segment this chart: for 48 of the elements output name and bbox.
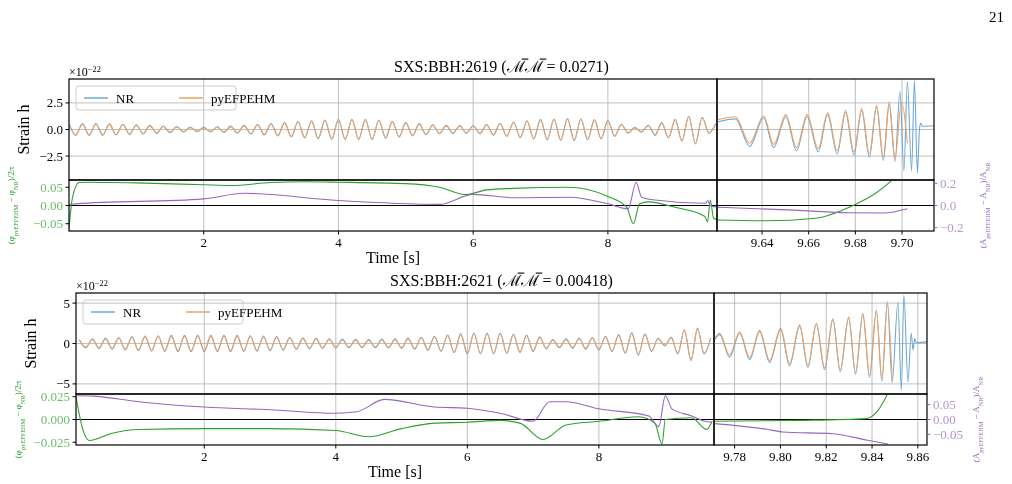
x-tick-label: 4 <box>335 235 343 250</box>
x-tick-label: 6 <box>464 449 472 464</box>
x-tick-label: 8 <box>604 235 612 250</box>
x-tick-label: 6 <box>469 235 477 250</box>
legend-label: pyEFPEHM <box>211 91 276 106</box>
y-tick-label: 0.0 <box>46 122 63 137</box>
chart-title: SXS:BBH:2621 (ℳ̅ℳ̅ = 0.00418) <box>390 272 613 290</box>
y-tick-label: −0.05 <box>32 216 63 232</box>
y-tick-label: −2.5 <box>39 148 63 164</box>
x-tick-label: 9.70 <box>890 235 914 250</box>
legend-label: NR <box>116 91 135 106</box>
x-tick-label: 9.80 <box>769 449 792 464</box>
y2-tick-label: 0.0 <box>940 198 957 213</box>
y-tick-label: 0.025 <box>40 389 70 405</box>
x-tick-label: 4 <box>332 449 340 464</box>
x-tick-label: 9.86 <box>906 449 930 464</box>
y-tick-label: −5 <box>56 376 70 392</box>
y2-tick-label: 0.00 <box>933 412 956 427</box>
text: 21 <box>989 9 1004 25</box>
x-tick-label: 9.84 <box>860 449 884 464</box>
y-tick-label: 2.5 <box>46 95 63 111</box>
y-tick-label: 0.000 <box>40 412 70 427</box>
x-tick-label: 9.82 <box>814 449 838 464</box>
text: ×10$^{−22}$ <box>76 278 108 293</box>
y-axis-title: Strain h <box>15 104 32 155</box>
x-tick-label: 9.66 <box>797 235 821 250</box>
legend-label: NR <box>123 305 142 320</box>
y-axis-title: Strain h <box>22 318 39 369</box>
chart-title: SXS:BBH:2619 (ℳ̅ℳ̅ = 0.0271) <box>394 58 609 76</box>
y-tick-label: 5 <box>63 295 70 311</box>
y2-tick-label: −0.2 <box>940 220 964 236</box>
x-tick-label: 2 <box>201 449 208 464</box>
x-tick-label: 8 <box>595 449 603 464</box>
x-axis-title: Time [s] <box>365 249 421 266</box>
x-tick-label: 2 <box>200 235 207 250</box>
annotation: ×10$^{−22}$ <box>69 64 101 79</box>
y2-tick-label: 0.2 <box>940 175 957 191</box>
x-tick-label: 9.68 <box>843 235 867 250</box>
legend-label: pyEFPEHM <box>218 305 283 320</box>
y-tick-label: 0.05 <box>40 179 63 195</box>
y2-tick-label: 0.05 <box>933 397 956 413</box>
y-tick-label: 0.00 <box>40 198 63 213</box>
y-tick-label: −0.025 <box>33 434 70 450</box>
x-axis-title: Time [s] <box>367 463 423 480</box>
x-tick-label: 9.78 <box>723 449 746 464</box>
y-tick-label: 0 <box>63 336 70 351</box>
x-tick-label: 9.64 <box>750 235 774 250</box>
y2-tick-label: −0.05 <box>933 426 964 442</box>
